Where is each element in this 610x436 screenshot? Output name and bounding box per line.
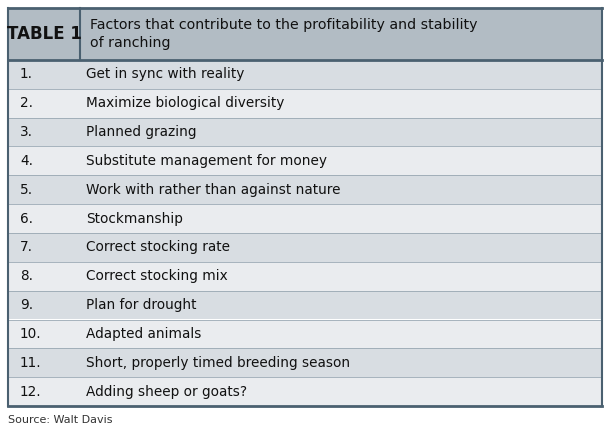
Text: Stockmanship: Stockmanship — [86, 211, 183, 225]
Text: 4.: 4. — [20, 154, 33, 168]
Text: 10.: 10. — [20, 327, 41, 341]
Bar — [8, 204, 602, 233]
Text: Correct stocking mix: Correct stocking mix — [86, 269, 228, 283]
Text: Plan for drought: Plan for drought — [86, 298, 196, 312]
Text: 11.: 11. — [20, 356, 41, 370]
Bar — [8, 118, 602, 146]
Text: Factors that contribute to the profitability and stability
of ranching: Factors that contribute to the profitabi… — [90, 18, 478, 50]
Text: 6.: 6. — [20, 211, 33, 225]
Text: 3.: 3. — [20, 125, 33, 139]
Text: Correct stocking rate: Correct stocking rate — [86, 240, 230, 255]
Bar — [8, 262, 602, 291]
Text: Planned grazing: Planned grazing — [86, 125, 196, 139]
Text: Substitute management for money: Substitute management for money — [86, 154, 327, 168]
Bar — [8, 60, 602, 89]
Text: Get in sync with reality: Get in sync with reality — [86, 68, 245, 82]
Text: 9.: 9. — [20, 298, 33, 312]
Bar — [8, 320, 602, 348]
Text: Maximize biological diversity: Maximize biological diversity — [86, 96, 284, 110]
Bar — [8, 8, 602, 60]
Text: Work with rather than against nature: Work with rather than against nature — [86, 183, 340, 197]
Text: 2.: 2. — [20, 96, 33, 110]
Bar — [8, 348, 602, 377]
Text: Adding sheep or goats?: Adding sheep or goats? — [86, 385, 247, 399]
Text: 7.: 7. — [20, 240, 33, 255]
Bar — [8, 175, 602, 204]
Text: 8.: 8. — [20, 269, 33, 283]
Bar — [8, 377, 602, 406]
Text: TABLE 1: TABLE 1 — [7, 25, 82, 43]
Text: 12.: 12. — [20, 385, 41, 399]
Text: Adapted animals: Adapted animals — [86, 327, 201, 341]
Text: 1.: 1. — [20, 68, 33, 82]
Bar — [8, 146, 602, 175]
Bar — [8, 233, 602, 262]
Bar — [8, 291, 602, 320]
Text: 5.: 5. — [20, 183, 33, 197]
Text: Short, properly timed breeding season: Short, properly timed breeding season — [86, 356, 350, 370]
Bar — [8, 89, 602, 118]
Text: Source: Walt Davis: Source: Walt Davis — [8, 415, 112, 425]
